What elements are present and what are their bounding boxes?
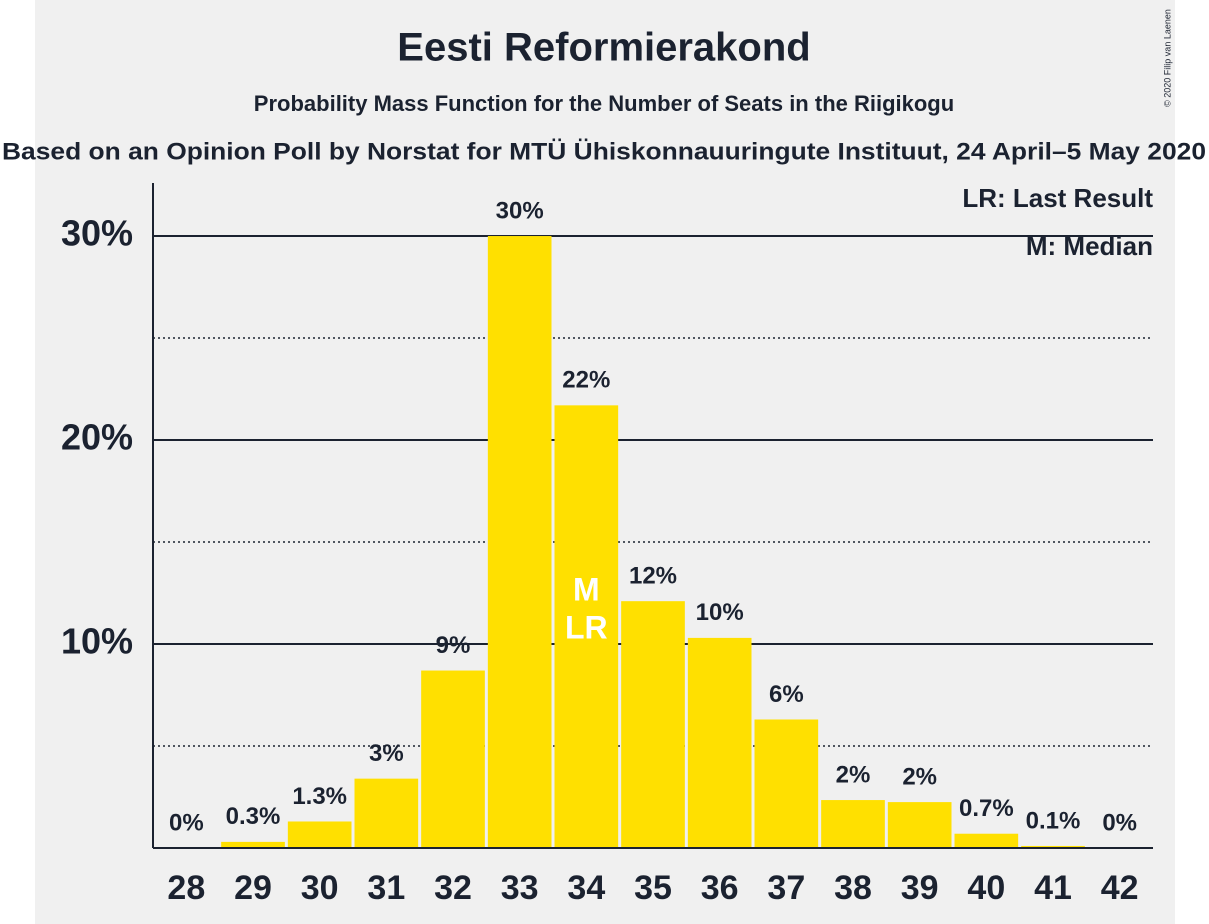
x-tick-label: 29 bbox=[234, 869, 272, 907]
bar bbox=[554, 405, 619, 848]
bar bbox=[754, 719, 819, 848]
annotation: M bbox=[573, 571, 600, 607]
x-tick-label: 37 bbox=[767, 869, 805, 907]
value-label: 6% bbox=[769, 681, 804, 708]
bar bbox=[1021, 845, 1085, 848]
legend-item: LR: Last Result bbox=[962, 183, 1153, 213]
x-tick-label: 30 bbox=[301, 869, 339, 907]
x-tick-label: 34 bbox=[567, 869, 605, 907]
x-tick-label: 32 bbox=[434, 869, 472, 907]
bar bbox=[487, 236, 552, 848]
value-label: 12% bbox=[629, 563, 677, 590]
value-label: 9% bbox=[436, 632, 471, 659]
x-tick-label: 38 bbox=[834, 869, 872, 907]
x-tick-label: 33 bbox=[501, 869, 539, 907]
value-label: 3% bbox=[369, 740, 404, 767]
value-label: 30% bbox=[496, 197, 544, 224]
annotation: LR bbox=[565, 609, 608, 645]
bar bbox=[621, 601, 685, 848]
value-label: 22% bbox=[562, 367, 610, 394]
x-tick-label: 40 bbox=[967, 869, 1005, 907]
value-label: 2% bbox=[902, 763, 937, 790]
chart-subtitle: Probability Mass Function for the Number… bbox=[254, 91, 954, 116]
x-tick-label: 28 bbox=[167, 869, 205, 907]
x-tick-label: 41 bbox=[1034, 869, 1072, 907]
x-tick-label: 31 bbox=[367, 869, 405, 907]
bar bbox=[954, 833, 1019, 848]
copyright: © 2020 Filip van Laenen bbox=[1162, 9, 1172, 107]
bar bbox=[221, 841, 285, 848]
value-label: 0% bbox=[169, 809, 204, 836]
x-tick-label: 36 bbox=[701, 869, 739, 907]
value-label: 2% bbox=[836, 761, 871, 788]
legend-item: M: Median bbox=[1026, 231, 1153, 261]
bar bbox=[887, 802, 952, 848]
bar bbox=[354, 778, 419, 848]
value-label: 0.7% bbox=[959, 795, 1014, 822]
chart-title: Eesti Reformierakond bbox=[397, 26, 810, 70]
value-label: 1.3% bbox=[292, 783, 347, 810]
bar bbox=[821, 800, 885, 848]
value-label: 0.1% bbox=[1026, 807, 1081, 834]
value-label: 0% bbox=[1102, 809, 1137, 836]
x-tick-label: 42 bbox=[1101, 869, 1139, 907]
value-label: 0.3% bbox=[226, 803, 281, 830]
y-tick-label: 10% bbox=[61, 621, 133, 662]
x-tick-label: 39 bbox=[901, 869, 939, 907]
bar bbox=[687, 637, 752, 848]
y-tick-label: 30% bbox=[61, 213, 133, 254]
y-tick-label: 20% bbox=[61, 417, 133, 458]
x-tick-label: 35 bbox=[634, 869, 672, 907]
bar bbox=[421, 670, 485, 848]
value-label: 10% bbox=[696, 599, 744, 626]
bar bbox=[287, 821, 352, 848]
chart-caption: Based on an Opinion Poll by Norstat for … bbox=[2, 138, 1206, 165]
